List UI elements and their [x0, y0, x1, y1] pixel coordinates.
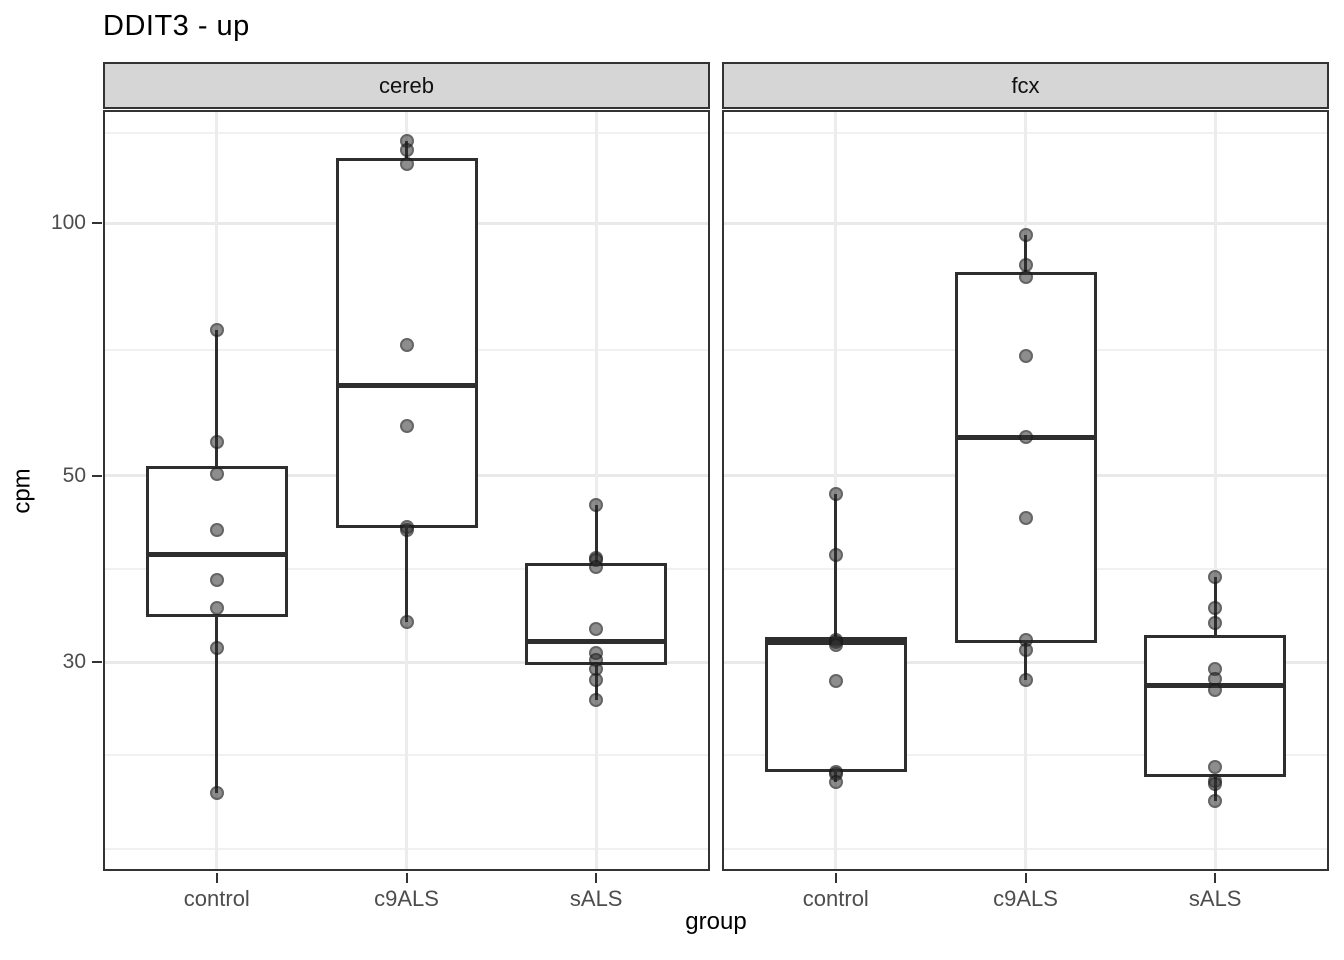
- boxplot-median: [335, 382, 478, 388]
- data-point: [1208, 601, 1223, 616]
- y-tick-label: 50: [62, 463, 86, 487]
- data-point: [589, 621, 604, 636]
- data-point: [1018, 672, 1033, 687]
- x-axis-title: group: [685, 908, 747, 935]
- gridline-category: [594, 112, 598, 869]
- x-tick-mark: [834, 873, 837, 883]
- data-point: [1208, 616, 1223, 631]
- data-point: [589, 497, 604, 512]
- data-point: [589, 692, 604, 707]
- data-point: [399, 337, 414, 352]
- data-point: [828, 547, 843, 562]
- data-point: [1208, 760, 1223, 775]
- data-point: [1018, 430, 1033, 445]
- y-tick-label: 30: [62, 650, 86, 674]
- y-tick-mark: [92, 474, 102, 477]
- data-point: [1018, 510, 1033, 525]
- y-tick-label: 100: [50, 211, 86, 235]
- y-tick-mark: [92, 661, 102, 664]
- data-point: [589, 672, 604, 687]
- x-tick-mark: [1024, 873, 1027, 883]
- x-tick-mark: [215, 873, 218, 883]
- boxplot-box-control: [764, 636, 907, 773]
- x-tick-label: sALS: [569, 886, 623, 911]
- x-tick-label: control: [183, 886, 250, 911]
- facet-strip-label: fcx: [1011, 72, 1040, 98]
- y-tick-mark: [92, 222, 102, 225]
- data-point: [209, 322, 224, 337]
- whisker-lower: [215, 616, 219, 793]
- data-point: [399, 142, 414, 157]
- data-point: [209, 466, 224, 481]
- data-point: [209, 573, 224, 587]
- boxplot-box-c9ALS: [954, 272, 1097, 644]
- x-tick-label: sALS: [1188, 886, 1242, 911]
- data-point: [209, 785, 224, 800]
- x-tick-label: control: [802, 886, 869, 911]
- data-point: [209, 601, 224, 616]
- data-point: [209, 434, 224, 449]
- data-point: [1018, 227, 1033, 242]
- gridline-category: [1213, 112, 1217, 869]
- x-tick-label: c9ALS: [993, 886, 1058, 911]
- x-tick-mark: [595, 873, 598, 883]
- data-point: [828, 486, 843, 501]
- facet-strip-cereb: cereb: [103, 62, 710, 109]
- data-point: [399, 615, 414, 630]
- data-point: [209, 641, 224, 656]
- x-tick-label: c9ALS: [374, 886, 439, 911]
- whisker-upper: [215, 329, 219, 466]
- whisker-upper: [594, 504, 598, 563]
- data-point: [828, 637, 843, 652]
- data-point: [399, 156, 414, 171]
- data-point: [1208, 777, 1223, 791]
- whisker-upper: [1024, 234, 1027, 273]
- x-tick-mark: [405, 873, 408, 883]
- data-point: [209, 523, 224, 538]
- whisker-lower: [405, 527, 408, 623]
- data-point: [828, 674, 843, 689]
- whisker-upper: [834, 493, 838, 637]
- boxplot-median: [145, 552, 288, 558]
- boxplot-box-control: [145, 465, 288, 617]
- data-point: [1208, 794, 1223, 809]
- data-point: [589, 559, 604, 574]
- data-point: [1018, 348, 1033, 363]
- data-point: [1018, 270, 1033, 285]
- facet-strip-fcx: fcx: [722, 62, 1329, 109]
- plot-title: DDIT3 - up: [103, 10, 250, 42]
- data-point: [1208, 570, 1223, 585]
- whisker-lower: [1024, 643, 1027, 680]
- data-point: [399, 523, 414, 538]
- data-point: [399, 419, 414, 434]
- x-tick-mark: [1214, 873, 1217, 883]
- data-point: [1208, 683, 1223, 698]
- boxplot-box-sALS: [1144, 635, 1287, 778]
- boxplot-median: [525, 638, 668, 644]
- data-point: [1018, 643, 1033, 658]
- facet-strip-label: cereb: [378, 72, 435, 98]
- data-point: [828, 775, 843, 790]
